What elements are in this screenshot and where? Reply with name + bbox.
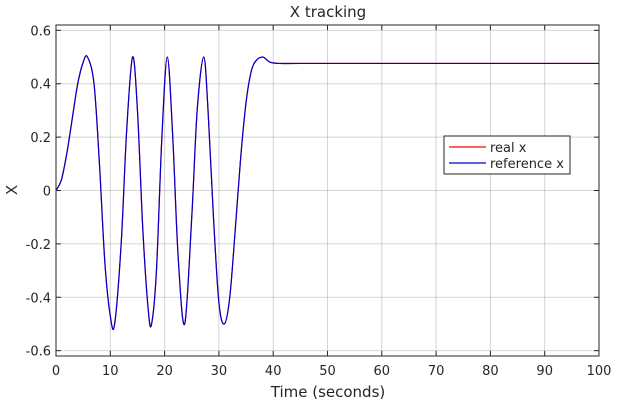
y-tick-label: 0.6 xyxy=(30,24,51,39)
x-axis-label: Time (seconds) xyxy=(270,383,386,401)
y-tick-label: -0.2 xyxy=(26,238,51,253)
y-tick-label: -0.6 xyxy=(26,345,51,360)
axis-ticks: 0 10 20 30 40 50 60 70 80 90 100 -0.6 -0.4 -0.2 0 0.2 0.… xyxy=(26,24,612,379)
x-tick-label: 30 xyxy=(211,364,228,379)
x-tick-label: 0 xyxy=(52,364,60,379)
x-tick-label: 60 xyxy=(374,364,391,379)
x-tick-label: 90 xyxy=(536,364,553,379)
x-tick-label: 50 xyxy=(319,364,336,379)
plot-area xyxy=(56,25,599,356)
x-tick-label: 40 xyxy=(265,364,282,379)
y-tick-label: 0 xyxy=(43,185,51,200)
x-tick-label: 100 xyxy=(587,364,612,379)
legend: real x reference x xyxy=(443,135,571,175)
legend-box xyxy=(443,135,571,175)
y-tick-label: -0.4 xyxy=(26,291,51,306)
series-lines xyxy=(55,55,600,331)
y-tick-label: 0.2 xyxy=(30,131,51,146)
x-tick-label: 10 xyxy=(102,364,119,379)
x-tick-label: 80 xyxy=(482,364,499,379)
legend-entry-real-x: real x xyxy=(490,141,527,156)
series-line-reference-x xyxy=(55,55,600,331)
x-tick-label: 20 xyxy=(156,364,173,379)
legend-entry-reference-x: reference x xyxy=(490,157,564,172)
x-tick-label: 70 xyxy=(428,364,445,379)
y-tick-label: 0.4 xyxy=(30,78,51,93)
y-axis-label: X xyxy=(3,185,21,195)
chart-title: X tracking xyxy=(290,3,366,21)
